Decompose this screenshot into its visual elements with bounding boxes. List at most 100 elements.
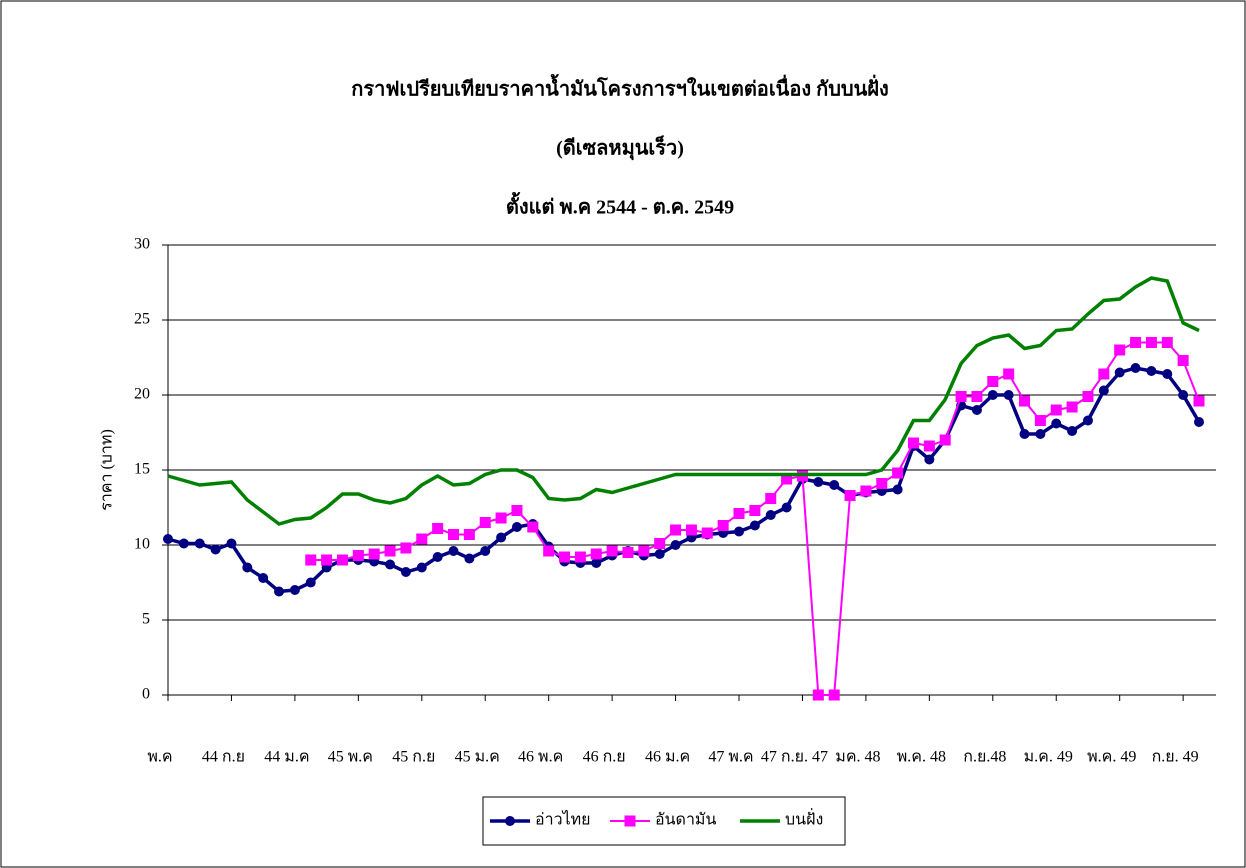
point [1051,418,1062,429]
point [892,467,904,479]
point [210,544,221,555]
point [1178,390,1189,400]
point [336,554,348,566]
x-tick-label: 44 ก.ย [202,749,245,766]
y-axis-label: ราคา (บาท) [99,429,116,511]
point [654,538,666,549]
point [987,390,998,400]
point [971,405,982,415]
x-tick-label: 46 ม.ค [645,749,690,766]
point [749,505,761,516]
point [590,548,602,560]
point [242,562,253,573]
legend-box [482,796,846,846]
y-tick-label: 30 [134,236,150,253]
point [701,527,713,539]
point [400,567,411,577]
point [258,573,269,583]
x-tick-label: 46 ก.ย [583,749,626,766]
chart-period: ตั้งแต่ พ.ค 2544 - ต.ค. 2549 [506,192,734,219]
point [464,553,475,564]
point [939,434,951,446]
point [749,520,760,531]
point [448,546,459,556]
x-tick-label: ก.ย.48 [963,749,1006,766]
point [289,585,300,595]
point [416,533,428,545]
point [765,493,777,504]
x-tick-label: 46 พ.ค [518,749,563,766]
point [829,480,840,490]
point [1130,363,1141,373]
point [813,477,824,487]
point [844,490,856,501]
point [480,546,491,556]
point [1082,415,1093,426]
point [274,586,285,597]
point [1034,415,1046,426]
point [781,473,793,485]
point [1114,367,1125,378]
point [1194,417,1204,427]
point [1067,426,1078,436]
point [1066,401,1078,413]
y-tick-label: 15 [134,461,150,478]
point [923,440,935,452]
x-tick-label: 44 ม.ค [264,749,309,766]
legend-label: บนฝั่ง [785,808,823,829]
point [670,540,681,550]
point [670,524,682,536]
point [178,538,189,549]
point [1146,366,1157,376]
x-tick-label: 47 ก.ย. 47 [761,749,828,766]
point [496,532,507,543]
point [1003,390,1014,400]
point [495,512,507,524]
y-tick-label: 5 [142,611,150,628]
point [416,562,427,573]
chart-subtitle: (ดีเซลหมุนเร็ว) [556,135,684,161]
legend-label: อ่าวไทย [535,810,591,829]
point [559,551,571,563]
point [226,538,237,549]
point [924,454,935,465]
point [1161,337,1173,348]
x-tick-label: พ.ค. 49 [1087,749,1136,766]
point [432,523,444,534]
point [987,376,999,387]
point [955,391,967,402]
point [971,391,983,402]
point [1114,344,1126,356]
point [1098,385,1109,396]
x-tick-label: 47 พ.ค [708,749,753,766]
point [654,549,665,559]
x-tick-label: ม.ค. 49 [1024,749,1073,766]
point [812,689,824,701]
point [717,520,729,531]
point [321,554,333,566]
legend-label: อันดามัน [655,812,716,829]
point [638,545,650,557]
point [352,550,364,561]
point [591,558,602,568]
x-tick-label: พ.ค [147,749,172,766]
point [163,534,173,544]
chart-title: กราฟเปรียบเทียบราคาน้ำมันโครงการฯในเขตต่… [351,74,889,101]
point [876,478,888,489]
point [194,538,205,549]
point [1082,391,1094,402]
point [384,545,396,557]
y-tick-label: 10 [134,536,150,553]
point [1035,429,1046,439]
point [892,484,903,495]
point [907,437,919,449]
x-tick-label: ก.ย. 49 [1152,749,1199,766]
y-tick-label: 20 [134,386,150,403]
x-tick-label: 45 ม.ค [455,749,500,766]
x-tick-label: พ.ค. 48 [897,749,946,766]
point [511,522,522,532]
point [624,815,636,827]
point [1019,429,1030,439]
